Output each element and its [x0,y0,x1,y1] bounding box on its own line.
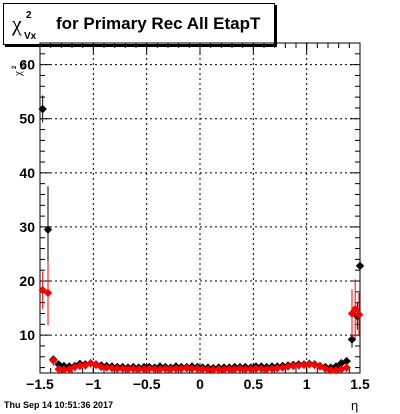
data-point [166,365,175,374]
data-point [251,364,261,373]
data-point [241,365,250,374]
grid-lines [40,43,360,373]
data-point [289,361,298,371]
x-tick-label: −0.5 [133,376,161,392]
data-point [225,365,234,374]
data-point [230,365,239,374]
data-point [235,364,245,373]
data-series [38,95,365,375]
data-point [267,364,277,373]
data-point [354,310,364,319]
y-axis-label-sup: 2 [12,65,18,69]
data-point [299,360,309,370]
x-ticks: −1.5 −1 −0.5 0 0.5 1 1.5 [26,43,370,392]
data-point [43,288,53,298]
data-point [145,364,154,373]
y-tick-label: 40 [19,165,35,181]
data-point [118,364,127,373]
data-point [54,365,63,374]
chart-title-box: χ 2 Vx for Primary Rec All EtapT [3,3,275,45]
y-axis-label: χ 2 Vx [12,61,27,77]
series-1 [38,260,364,375]
data-point [262,365,271,374]
data-point [257,364,266,373]
data-point [246,365,255,374]
data-point [177,364,186,373]
data-point [113,364,122,373]
x-tick-label: 0.5 [244,376,264,392]
data-point [219,365,229,374]
data-point [129,364,138,373]
data-point [294,361,303,370]
data-point [278,363,287,372]
data-point [214,365,223,374]
chi-square-vx-symbol: χ 2 Vx [11,10,37,42]
timestamp: Thu Sep 14 10:51:36 2017 [4,400,114,410]
data-point [182,363,191,373]
x-tick-label: −1.5 [26,376,54,392]
data-point [38,104,47,114]
series-0 [38,95,365,373]
x-tick-label: 1.5 [350,376,370,392]
x-tick-label: 1 [303,376,311,392]
data-point [171,364,181,373]
data-point [203,365,213,374]
title-symbol-main: χ [11,11,22,36]
data-point [187,364,197,373]
x-axis-label: η [351,398,358,413]
data-point [150,365,159,374]
data-point [155,365,165,374]
y-ticks: 10 20 30 40 50 60 [19,42,360,369]
data-point [161,364,170,373]
y-tick-label: 20 [19,273,35,289]
data-point [331,366,341,375]
data-point [342,363,351,372]
data-point [342,356,351,366]
data-point [59,365,69,374]
y-tick-label: 30 [19,219,35,235]
data-point [134,365,143,374]
data-point [273,363,282,373]
data-point [347,335,357,344]
data-point [198,365,207,374]
data-point [49,356,58,365]
data-point [355,261,365,271]
data-point [43,225,53,234]
y-axis-label-main: χ [12,71,24,77]
data-point [75,361,85,371]
data-point [107,363,117,373]
data-point [351,304,360,314]
title-symbol-sub: Vx [24,31,37,42]
title-symbol-sup: 2 [26,10,32,21]
y-axis-label-sub: Vx [22,61,27,69]
y-tick-label: 60 [19,57,35,73]
data-point [123,365,133,374]
x-tick-label: 0 [196,376,204,392]
x-tick-label: −1 [85,376,101,392]
data-point [70,362,79,372]
chart-title: for Primary Rec All EtapT [56,14,261,33]
data-point [305,360,314,369]
data-point [193,364,202,373]
y-tick-label: 50 [19,111,35,127]
y-tick-label: 10 [19,327,35,343]
data-point [326,366,335,375]
data-point [209,365,218,374]
data-point [102,363,111,372]
data-point [283,362,293,371]
data-point [97,362,106,372]
data-point [139,365,149,374]
